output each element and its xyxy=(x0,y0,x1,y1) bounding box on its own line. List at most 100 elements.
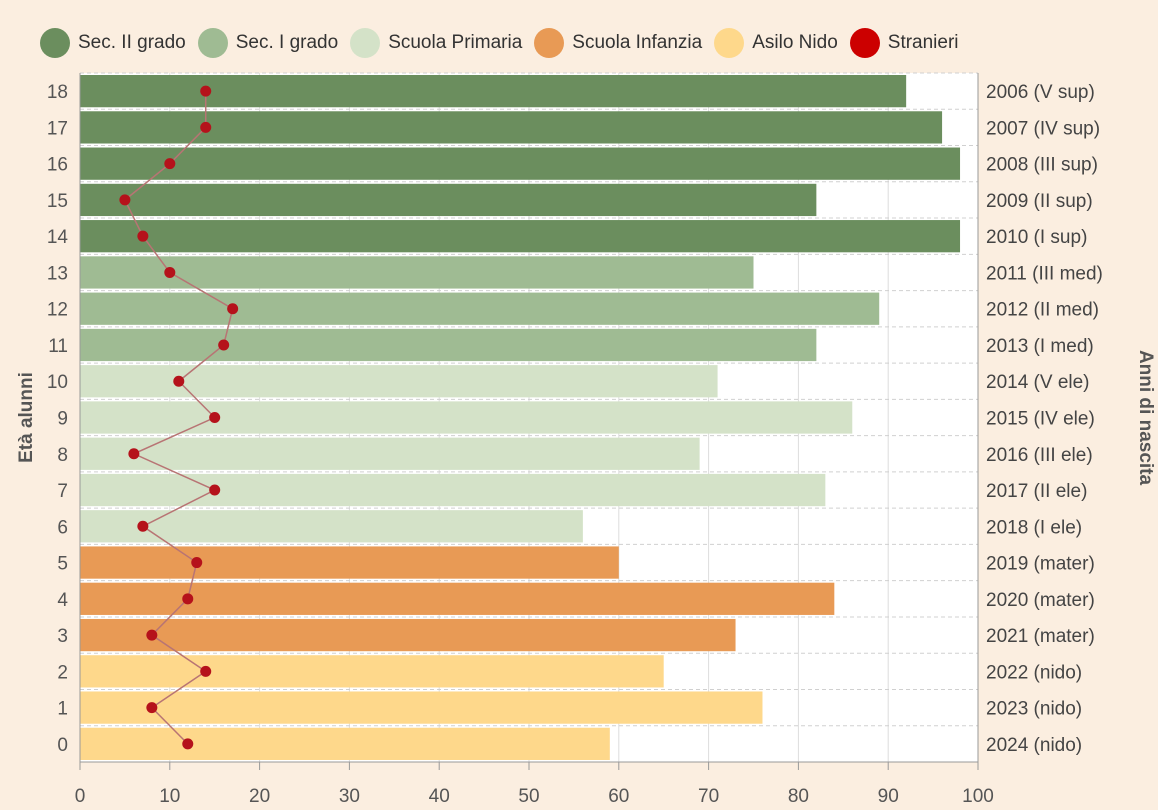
birth-year-label: 2007 (IV sup) xyxy=(986,118,1100,139)
x-tick-label: 100 xyxy=(962,786,994,807)
y-tick-label: 8 xyxy=(57,445,68,466)
stranieri-point xyxy=(200,85,212,97)
y-tick-label: 5 xyxy=(57,554,68,575)
stranieri-point xyxy=(137,230,149,242)
bar xyxy=(80,401,853,434)
stranieri-point xyxy=(146,629,158,641)
bar xyxy=(80,328,817,362)
stranieri-point xyxy=(146,702,158,714)
y-axis-right-title: Anni di nascita xyxy=(1135,350,1156,486)
birth-year-label: 2020 (mater) xyxy=(986,590,1095,611)
y-tick-label: 1 xyxy=(57,699,68,720)
legend-label: Scuola Primaria xyxy=(388,32,523,53)
stranieri-point xyxy=(182,593,194,605)
birth-year-label: 2023 (nido) xyxy=(986,699,1082,720)
legend-swatch-icon xyxy=(849,28,880,58)
y-tick-label: 3 xyxy=(57,626,68,647)
y-tick-label: 10 xyxy=(47,372,68,393)
bar xyxy=(80,75,907,108)
y-tick-label: 13 xyxy=(47,263,68,284)
birth-year-label: 2015 (IV ele) xyxy=(986,409,1095,430)
bar xyxy=(80,183,817,217)
stranieri-point xyxy=(164,266,176,278)
x-tick-label: 50 xyxy=(518,786,539,807)
birth-year-label: 2009 (II sup) xyxy=(986,191,1093,212)
birth-year-label: 2012 (II med) xyxy=(986,300,1099,321)
bar xyxy=(80,618,736,652)
y-tick-label: 6 xyxy=(57,517,68,538)
bar xyxy=(80,147,961,180)
stranieri-point xyxy=(137,520,149,532)
birth-year-label: 2016 (III ele) xyxy=(986,445,1093,466)
y-tick-label: 18 xyxy=(47,82,68,103)
x-tick-label: 90 xyxy=(878,786,899,807)
legend-item-sec-i-grado[interactable]: Sec. I grado xyxy=(197,28,339,58)
birth-year-label: 2021 (mater) xyxy=(986,626,1095,647)
stranieri-point xyxy=(173,375,185,387)
birth-year-label: 2018 (I ele) xyxy=(986,517,1082,538)
legend-swatch-icon xyxy=(534,28,565,58)
legend: Sec. II grado Sec. I grado Scuola Primar… xyxy=(40,26,971,60)
x-tick-label: 30 xyxy=(339,786,360,807)
birth-year-label: 2010 (I sup) xyxy=(986,227,1087,248)
birth-year-label: 2019 (mater) xyxy=(986,554,1095,575)
y-tick-label: 11 xyxy=(48,336,68,357)
legend-item-asilo-nido[interactable]: Asilo Nido xyxy=(714,28,838,58)
legend-item-scuola-infanzia[interactable]: Scuola Infanzia xyxy=(534,28,702,58)
bar xyxy=(80,437,700,470)
bar xyxy=(80,691,763,724)
stranieri-point xyxy=(209,412,221,423)
bar xyxy=(80,473,826,507)
y-axis-title: Età alunni xyxy=(16,372,37,463)
stranieri-point xyxy=(227,303,239,315)
stranieri-point xyxy=(200,665,212,677)
birth-year-label: 2006 (V sup) xyxy=(986,82,1095,103)
birth-year-label: 2014 (V ele) xyxy=(986,372,1090,393)
stranieri-point xyxy=(200,121,212,133)
legend-swatch-icon xyxy=(714,28,745,58)
y-tick-label: 4 xyxy=(57,590,68,611)
bar xyxy=(80,510,583,543)
legend-item-stranieri[interactable]: Stranieri xyxy=(849,28,959,58)
x-tick-label: 60 xyxy=(608,786,629,807)
bar xyxy=(80,655,664,688)
y-tick-label: 12 xyxy=(47,300,68,321)
y-tick-label: 9 xyxy=(57,409,68,430)
y-tick-label: 2 xyxy=(57,662,68,683)
legend-label: Sec. I grado xyxy=(235,32,339,53)
bar xyxy=(80,220,961,253)
legend-label: Stranieri xyxy=(887,32,959,53)
bar xyxy=(80,365,718,398)
bar xyxy=(80,111,943,144)
legend-swatch-icon xyxy=(197,28,228,58)
legend-swatch-icon xyxy=(40,28,70,58)
bar xyxy=(80,582,835,615)
bar xyxy=(80,256,754,289)
y-tick-label: 0 xyxy=(57,735,68,756)
x-tick-label: 10 xyxy=(159,786,180,807)
legend-swatch-icon xyxy=(350,28,381,58)
x-tick-label: 80 xyxy=(788,786,809,807)
stranieri-point xyxy=(209,484,221,496)
y-tick-label: 14 xyxy=(47,227,69,248)
bar xyxy=(80,546,619,579)
birth-year-label: 2013 (I med) xyxy=(986,336,1094,357)
y-tick-label: 7 xyxy=(57,481,68,502)
stranieri-point xyxy=(119,194,131,206)
legend-item-sec-ii-grado[interactable]: Sec. II grado xyxy=(40,28,186,58)
bar xyxy=(80,727,610,760)
y-tick-label: 17 xyxy=(47,118,68,139)
x-tick-label: 20 xyxy=(249,786,270,807)
birth-year-label: 2022 (nido) xyxy=(986,662,1082,683)
stranieri-point xyxy=(191,557,203,569)
x-tick-label: 0 xyxy=(75,786,86,807)
x-tick-label: 40 xyxy=(429,786,450,807)
bar xyxy=(80,292,880,325)
legend-item-scuola-primaria[interactable]: Scuola Primaria xyxy=(350,28,522,58)
legend-label: Scuola Infanzia xyxy=(572,32,703,53)
legend-label: Sec. II grado xyxy=(78,32,186,53)
stranieri-point xyxy=(164,158,176,170)
stranieri-point xyxy=(128,448,140,460)
